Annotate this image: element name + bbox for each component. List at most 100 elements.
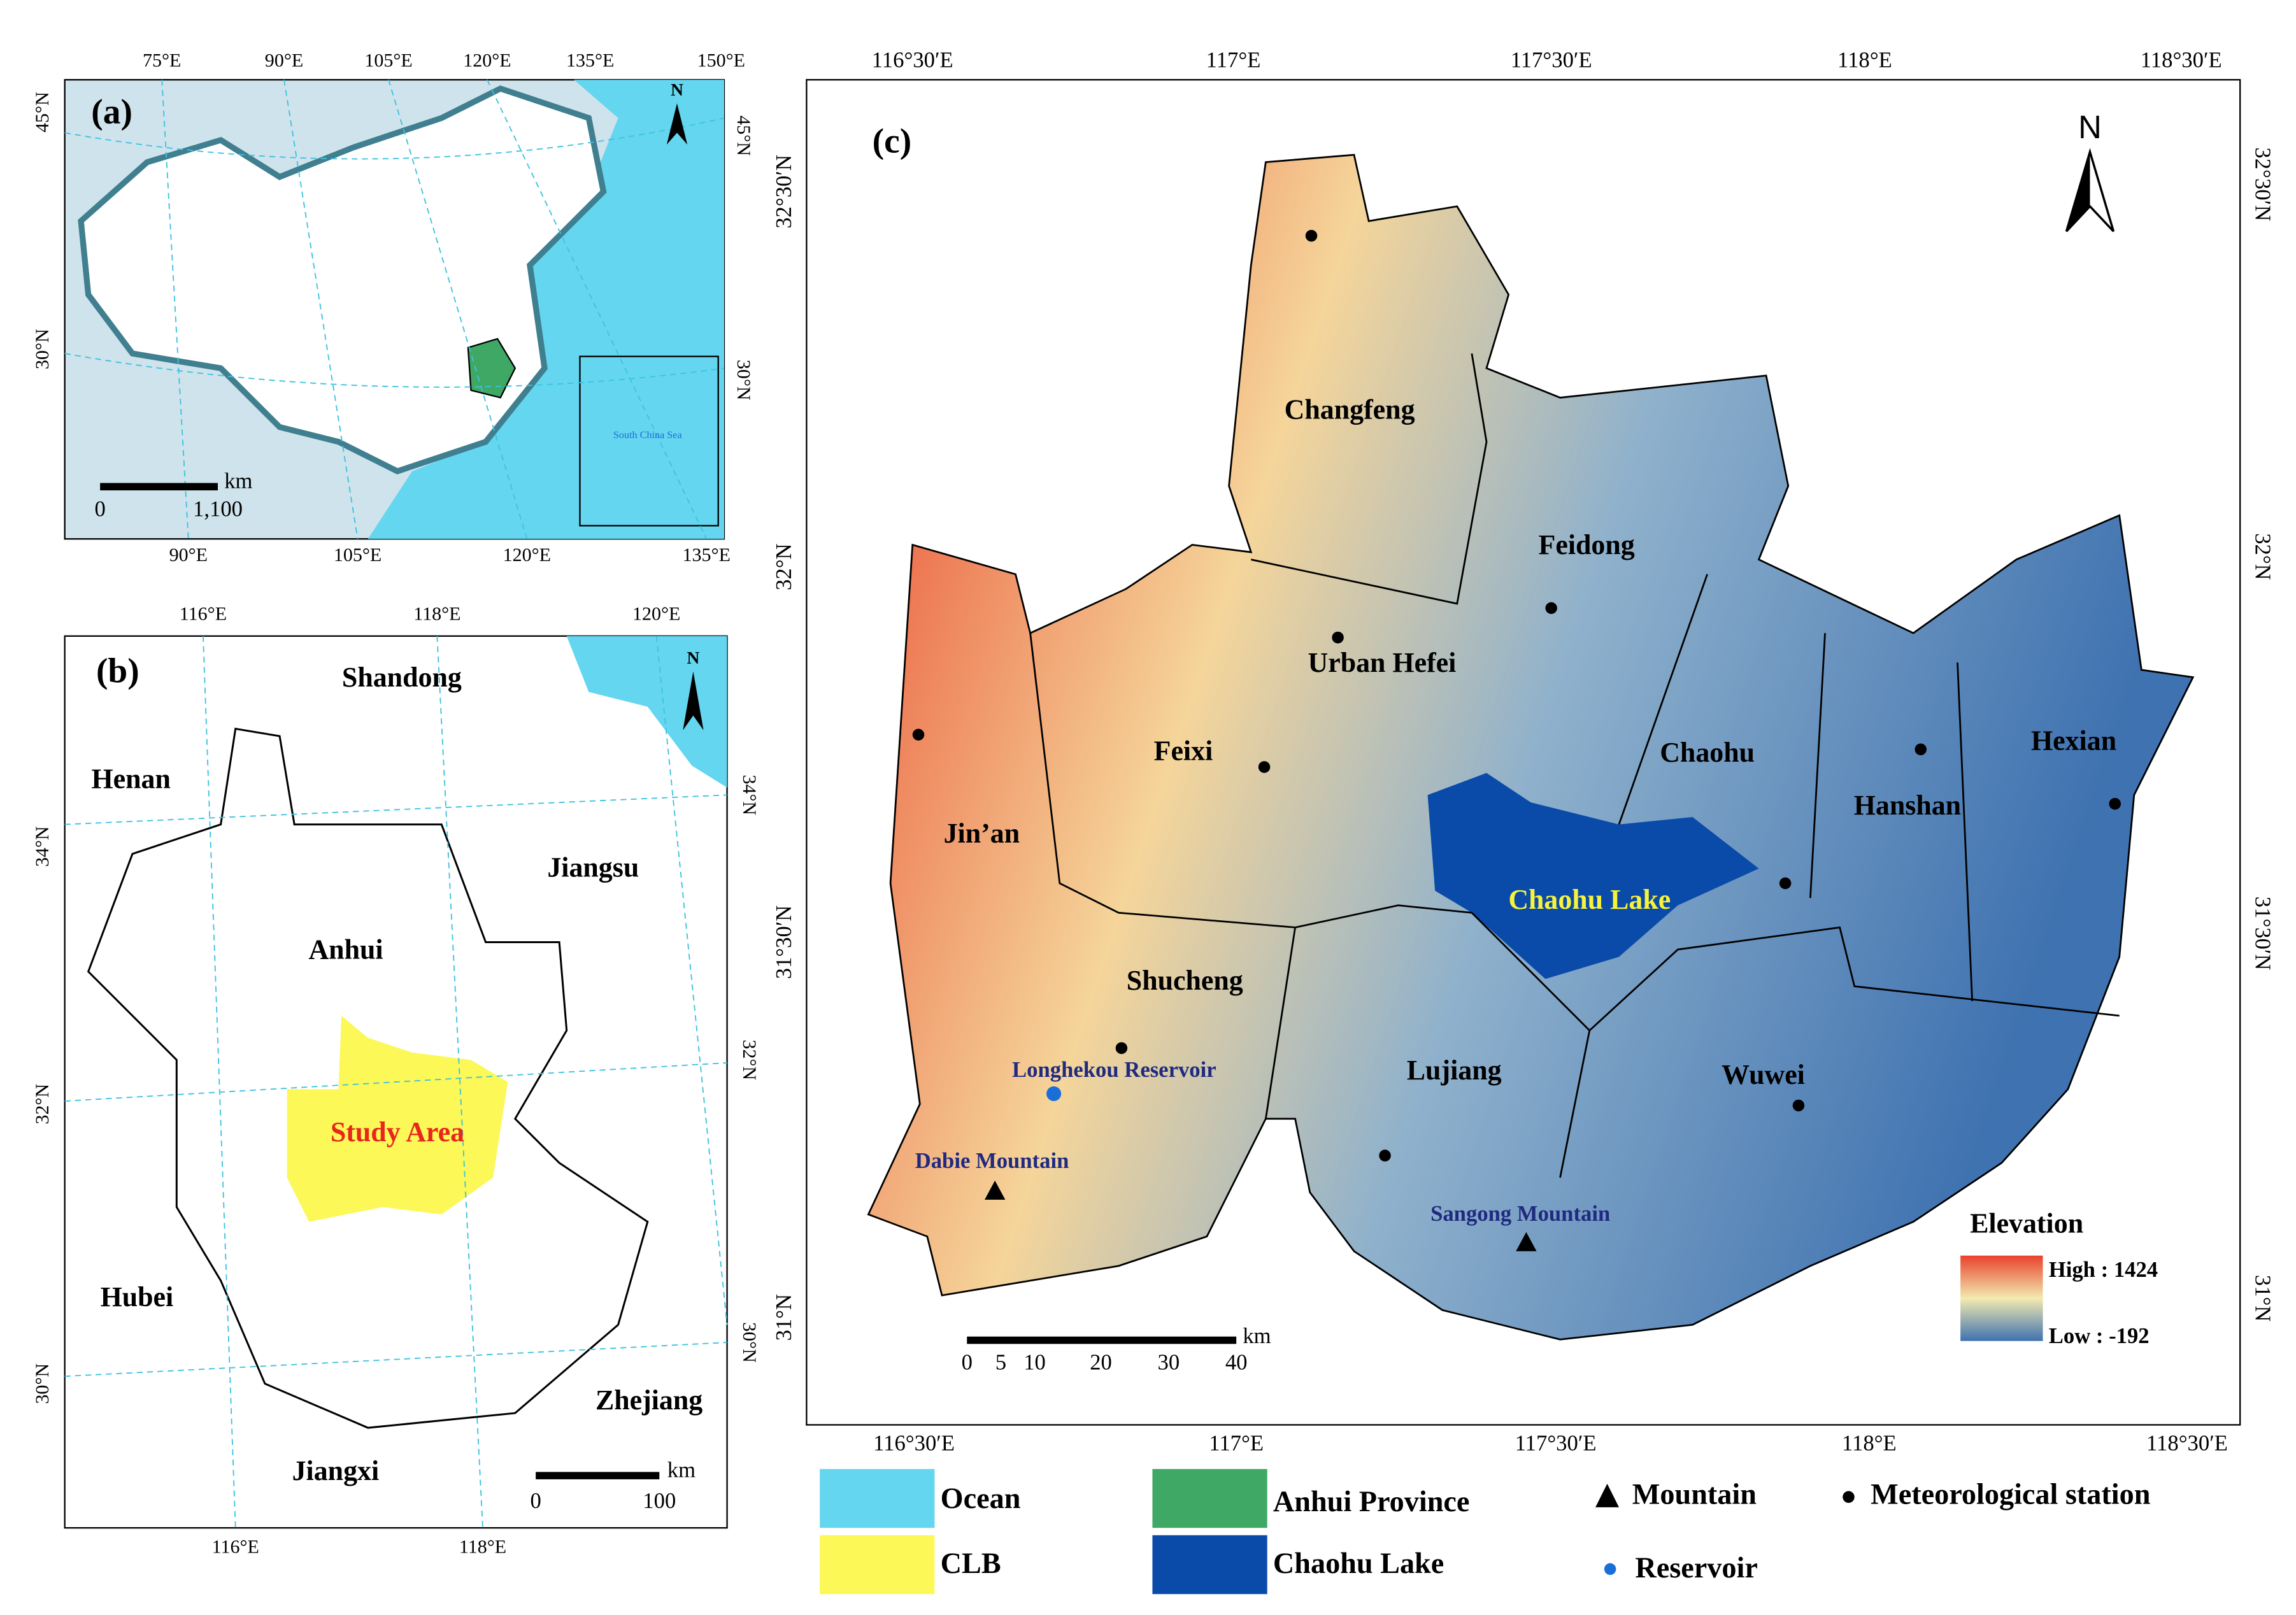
tick-label: 118°E: [1837, 48, 1892, 72]
north-arrow: [683, 671, 704, 730]
tick-label: 34°N: [739, 774, 760, 815]
legend-swatch: [820, 1535, 935, 1595]
tick-label: 120°E: [463, 50, 511, 71]
tick-label: 45°N: [733, 115, 754, 156]
legend-label: Ocean: [941, 1482, 1021, 1514]
panel-label: (b): [96, 651, 139, 690]
legend-station: [1843, 1491, 1855, 1503]
tick-label: 120°E: [632, 603, 680, 624]
panel-c: (c) N Changfeng Feidong Urban Hefei Feix…: [772, 48, 2275, 1455]
legend-swatch: [1152, 1535, 1267, 1595]
inset: [579, 355, 719, 527]
chaohu-lake: [1427, 772, 1759, 979]
scale-label: 30: [1158, 1351, 1180, 1375]
tick-label: 30°N: [32, 1363, 53, 1404]
legend-swatch: [1152, 1469, 1267, 1528]
county-label: Wuwei: [1722, 1060, 1805, 1090]
scale-unit: km: [1243, 1324, 1271, 1348]
mountain-label: Dabie Mountain: [915, 1149, 1069, 1173]
scale-bar: [967, 1336, 1237, 1344]
reservoir-marker: [1046, 1086, 1062, 1102]
county-label: Chaohu: [1660, 737, 1755, 768]
ocean: [367, 80, 724, 539]
county-label: Lujiang: [1407, 1055, 1502, 1086]
tick-label: 116°30′E: [873, 1432, 955, 1456]
legend-label: Reservoir: [1635, 1551, 1757, 1584]
legend-label: Anhui Province: [1273, 1485, 1470, 1518]
tick-label: 150°E: [697, 50, 745, 71]
legend-label: Mountain: [1632, 1477, 1757, 1510]
scale-label: 0: [962, 1351, 973, 1375]
legend-label: Meteorological station: [1871, 1477, 2150, 1510]
ocean: [566, 636, 727, 788]
tick-label: 117°E: [1209, 1432, 1264, 1456]
tick-label: 118°30′E: [2141, 48, 2222, 72]
tick-label: 30°N: [739, 1322, 760, 1363]
legend-swatch: [820, 1469, 935, 1528]
north-arrow-half: [2066, 152, 2090, 232]
scale-label: 0: [94, 497, 105, 521]
place-label: Jiangsu: [547, 852, 639, 883]
tick-label: 31°30′N: [772, 906, 796, 979]
scale-label: 10: [1023, 1351, 1046, 1375]
stations: [912, 229, 2121, 1162]
tick-label: 90°E: [265, 50, 303, 71]
tick-label: 118°E: [459, 1536, 506, 1557]
county-label: Urban Hefei: [1308, 648, 1457, 678]
scale-label: 5: [995, 1351, 1006, 1375]
tick-label: 31°N: [772, 1294, 796, 1341]
elevation-high: High : 1424: [2049, 1258, 2158, 1282]
north-arrow: [666, 103, 688, 145]
county-boundaries: [1029, 353, 2120, 1178]
tick-label: 45°N: [32, 92, 53, 132]
tick-label: 31°30′N: [2251, 897, 2275, 971]
scale-label: 1,100: [193, 497, 243, 521]
tick-label: 32°30′N: [772, 155, 796, 229]
elevation-ramp: [1960, 1255, 2043, 1341]
county-label: Hanshan: [1854, 790, 1961, 821]
study-area: [287, 1015, 508, 1222]
north: N: [671, 80, 683, 99]
tick-label: 117°E: [1206, 48, 1261, 72]
study-area-dem: [867, 153, 2195, 1341]
tick-label: 116°30′E: [872, 48, 953, 72]
graticule: [64, 79, 725, 539]
tick-label: 32°30′N: [2251, 147, 2275, 221]
panel-b: (b) N Shandong Henan Jiangsu Anhui Hubei…: [32, 603, 760, 1557]
tick-label: 30°N: [32, 329, 53, 369]
elevation-low: Low : -192: [2049, 1324, 2150, 1348]
county-label: Feidong: [1539, 530, 1635, 560]
county-label: Hexian: [2031, 726, 2116, 757]
north: N: [687, 648, 699, 667]
tick-label: 118°E: [413, 603, 460, 624]
legend-label: CLB: [941, 1547, 1001, 1579]
place-label: Jiangxi: [292, 1456, 380, 1486]
panel-label: (c): [873, 122, 912, 160]
north: N: [2078, 109, 2102, 145]
tick-label: 117°30′E: [1511, 48, 1592, 72]
tick-label: 105°E: [364, 50, 412, 71]
tick-label: 75°E: [143, 50, 181, 71]
tick-label: 135°E: [566, 50, 614, 71]
tick-label: 32°N: [32, 1084, 53, 1125]
tick-label: 118°30′E: [2146, 1432, 2228, 1456]
scale-unit: km: [224, 469, 252, 493]
reservoir-label: Longhekou Reservoir: [1012, 1058, 1216, 1082]
scale-bar: [100, 483, 218, 491]
scale-label: 100: [643, 1489, 676, 1513]
tick-label: 90°E: [169, 544, 208, 566]
county-label: Feixi: [1154, 736, 1213, 767]
lake-label: Chaohu Lake: [1508, 885, 1671, 915]
place-label: Zhejiang: [595, 1385, 702, 1416]
place-label: Hubei: [101, 1282, 174, 1313]
tick-label: 32°N: [772, 543, 796, 590]
tick-label: 117°30′E: [1515, 1432, 1597, 1456]
mountain-label: Sangong Mountain: [1430, 1202, 1610, 1226]
tick-label: 135°E: [683, 544, 731, 566]
inset-label: South China Sea: [613, 430, 682, 441]
tick-label: 105°E: [334, 544, 381, 566]
scale-label: 40: [1225, 1351, 1248, 1375]
graticule: [64, 636, 728, 1528]
